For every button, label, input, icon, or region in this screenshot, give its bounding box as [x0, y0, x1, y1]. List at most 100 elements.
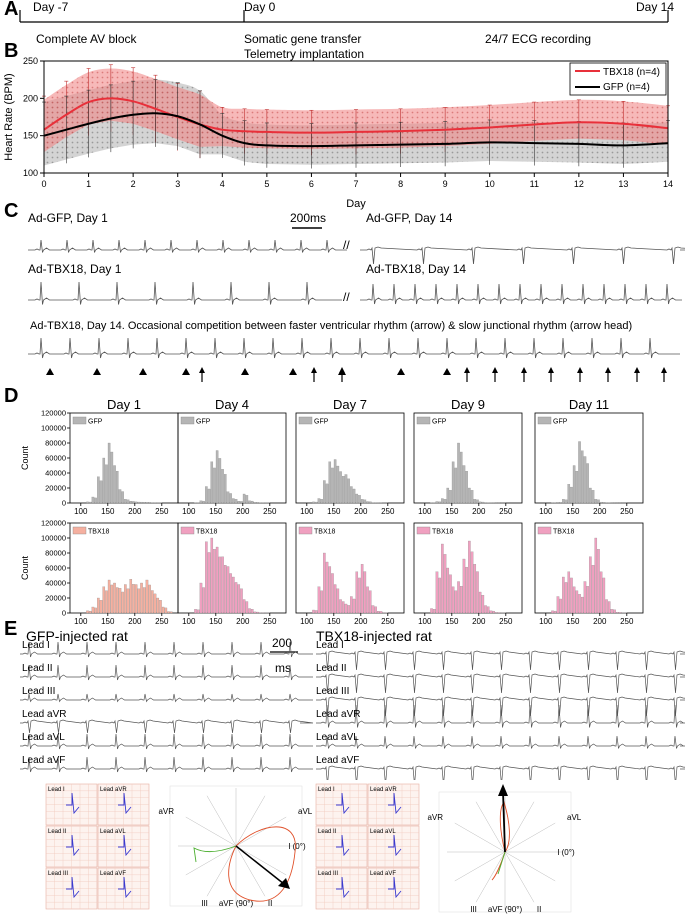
hist-bar	[242, 493, 246, 504]
hist-legend-label: TBX18	[196, 529, 218, 536]
hist-x-tick-label: 150	[101, 507, 115, 516]
hist-bar	[118, 489, 122, 504]
hist-x-tick-label: 150	[101, 617, 115, 625]
ventricular-arrow-head	[605, 367, 611, 373]
hist-bar	[137, 588, 141, 614]
hist-bar	[570, 486, 573, 504]
hist-bar	[320, 499, 323, 504]
hist-bar	[164, 607, 168, 614]
hist-bar	[253, 611, 257, 614]
hist-bar	[99, 480, 103, 504]
mini-lead-label: Lead II	[318, 829, 337, 835]
panel-a-label: A	[4, 0, 19, 20]
hist-bar	[115, 471, 119, 504]
hist-bar	[556, 596, 560, 614]
mini-lead-loop	[336, 876, 350, 899]
hist-legend-label: GFP	[196, 419, 211, 426]
mini-lead-loop	[66, 834, 80, 857]
mini-lead-label: Lead I	[318, 787, 335, 793]
timeline-event-start: Complete AV block	[36, 32, 137, 46]
hist-bar	[145, 579, 149, 614]
hist-bar	[476, 499, 479, 504]
hist-x-tick-label: 150	[327, 617, 341, 625]
hist-bar	[215, 450, 219, 504]
hist-bar	[237, 501, 241, 504]
hist-bar	[331, 573, 334, 614]
hist-bar	[567, 571, 571, 614]
timeline-day-zero: Day 0	[244, 0, 276, 14]
hist-bar	[250, 609, 254, 614]
hist-bar	[484, 605, 487, 614]
ecg-e-gfp-lead-label: Lead aVL	[22, 732, 65, 743]
axis-label-ii: II	[537, 905, 541, 914]
hist-bar	[559, 598, 562, 614]
hist-legend-label: GFP	[88, 419, 103, 426]
hist-bar	[88, 501, 92, 504]
hist-x-tick-label: 250	[381, 507, 395, 516]
hist-bar	[169, 611, 173, 614]
axis-label-avr: aVR	[158, 807, 174, 816]
ecg-c-break-2: //	[343, 290, 350, 304]
hist-x-tick-label: 100	[300, 507, 314, 516]
timeline-event-zero-2: Telemetry implantation	[244, 47, 365, 61]
mini-lead-label: Lead aVL	[370, 829, 396, 835]
hist-x-tick-label: 150	[327, 507, 341, 516]
hist-y-tick-label: 0	[62, 609, 66, 618]
hist-bar	[462, 465, 466, 504]
hist-bar	[366, 501, 369, 504]
hist-bar	[599, 501, 603, 504]
mini-lead-loop	[66, 876, 80, 899]
hist-bar	[156, 597, 160, 614]
hist-bar	[314, 501, 318, 504]
ecg-e-gfp-lead-label: Lead II	[22, 663, 53, 674]
ecg-e-tbx-trace	[316, 765, 685, 780]
hist-bar	[586, 586, 589, 614]
y-tick-label: 200	[23, 93, 38, 103]
ecg-12lead-traces	[20, 641, 685, 780]
hist-bar	[167, 611, 170, 614]
hist-bar	[559, 502, 562, 504]
panel-d-label: D	[4, 385, 19, 407]
hist-x-tick-label: 200	[128, 617, 142, 625]
mini-lead-grid: Lead aVF	[97, 867, 150, 910]
ventricular-arrow-head	[661, 367, 667, 373]
hist-bar	[107, 579, 111, 614]
hist-bar	[358, 577, 361, 614]
hist-frame	[69, 412, 179, 504]
histogram-gfp-1: 100 150 200 250 GFP Day 4	[177, 397, 287, 516]
hist-bar	[355, 493, 359, 504]
hist-bar	[145, 502, 149, 504]
hist-bar	[457, 442, 460, 504]
hist-x-tick-label: 100	[539, 617, 553, 625]
hist-x-tick-label: 250	[620, 617, 634, 625]
hist-legend-swatch	[416, 526, 431, 535]
hist-x-tick-label: 200	[354, 507, 368, 516]
hist-bar	[256, 502, 259, 504]
ecg-c-trace-tbx-day14	[360, 283, 682, 305]
mini-lead-label: Lead aVF	[370, 871, 396, 877]
hist-bar	[470, 551, 474, 614]
hist-bar	[237, 584, 241, 614]
vector-loop-red	[228, 826, 296, 902]
hist-bar	[366, 586, 369, 614]
series-line-gfp	[43, 112, 669, 148]
hist-bar	[465, 471, 468, 504]
hist-bar	[115, 587, 119, 614]
hist-frame	[534, 522, 644, 614]
ecg-e-tbx-title: TBX18-injected rat	[316, 628, 432, 644]
ecg-c-scale: 200ms	[290, 211, 327, 225]
hist-bar	[91, 496, 95, 504]
hist-bar	[350, 596, 353, 614]
junctional-arrowhead	[182, 368, 190, 375]
hist-bar	[567, 484, 571, 504]
hist-bar	[314, 610, 318, 614]
chart-b-legend	[569, 62, 667, 96]
hist-bar	[248, 500, 251, 504]
hist-bar	[371, 605, 375, 614]
hist-title: Day 1	[107, 397, 141, 412]
ventricular-arrow-head	[492, 367, 498, 373]
hist-bar	[232, 576, 235, 614]
hist-bar	[602, 577, 606, 614]
hist-bar	[218, 556, 222, 614]
hist-bar	[363, 499, 367, 504]
